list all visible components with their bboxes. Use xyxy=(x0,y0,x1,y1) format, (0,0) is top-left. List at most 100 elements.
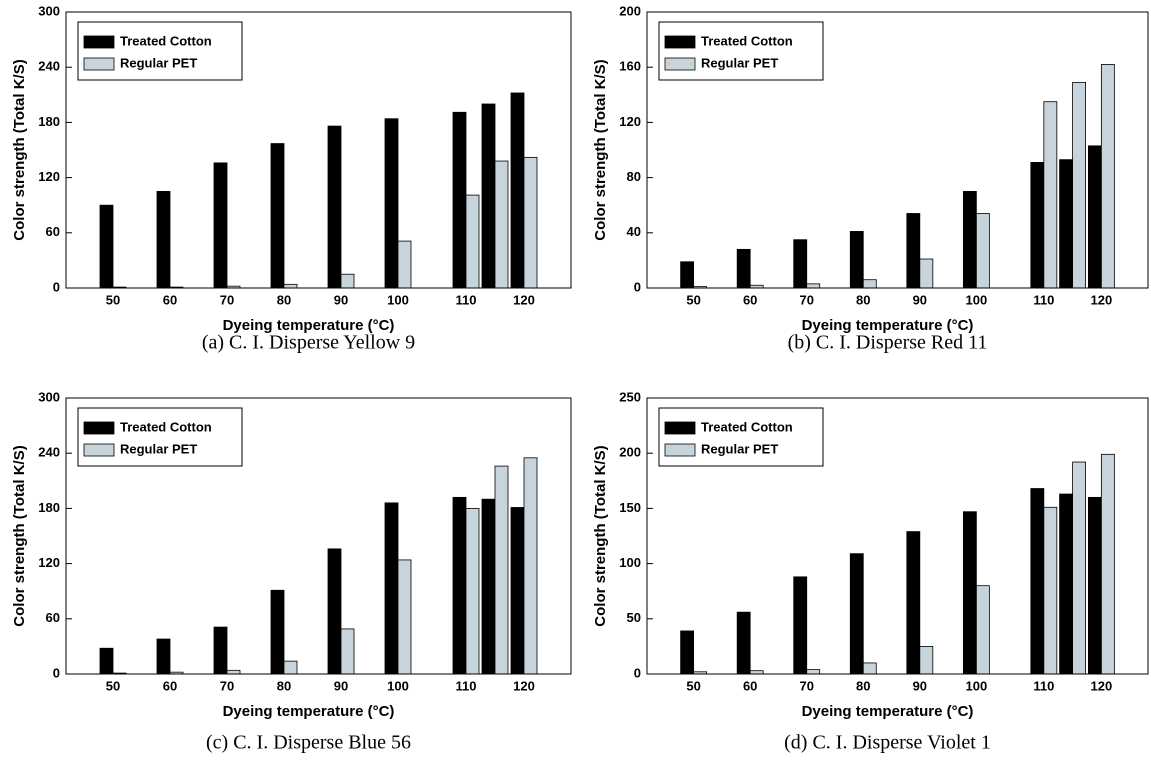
bar xyxy=(397,559,412,675)
bar xyxy=(523,156,538,289)
x-tick-label: 110 xyxy=(456,292,477,307)
bar xyxy=(1087,496,1102,675)
bar xyxy=(1059,159,1074,289)
bar xyxy=(452,496,467,675)
y-tick-label: 180 xyxy=(38,114,60,129)
bar xyxy=(736,611,751,675)
bar xyxy=(906,213,921,289)
x-tick-label: 70 xyxy=(799,292,813,307)
x-tick-label: 60 xyxy=(743,678,757,693)
y-tick-label: 120 xyxy=(38,169,60,184)
y-tick-label: 0 xyxy=(634,665,641,680)
y-tick-label: 100 xyxy=(619,555,641,570)
y-tick-label: 300 xyxy=(38,389,60,404)
x-axis-label: Dyeing temperature (°C) xyxy=(802,317,974,334)
bar xyxy=(494,160,509,289)
y-tick-label: 240 xyxy=(38,59,60,74)
bar xyxy=(270,589,285,675)
y-tick-label: 60 xyxy=(46,224,60,239)
y-tick-label: 0 xyxy=(53,665,60,680)
caption: (b) C. I. Disperse Red 11 xyxy=(788,332,988,354)
x-tick-label: 120 xyxy=(513,678,535,693)
legend-label: Treated Cotton xyxy=(120,33,212,48)
x-tick-label: 70 xyxy=(799,678,813,693)
y-tick-label: 200 xyxy=(619,3,641,18)
plot-frame xyxy=(65,11,572,289)
bar xyxy=(213,626,228,675)
y-tick-label: 200 xyxy=(619,445,641,460)
bar xyxy=(906,531,921,675)
bar xyxy=(452,111,467,289)
y-axis-label: Color strength (Total K/S) xyxy=(11,59,28,240)
legend-swatch xyxy=(664,57,696,71)
bar xyxy=(680,261,695,289)
legend-box xyxy=(77,407,243,467)
x-tick-label: 110 xyxy=(456,678,477,693)
y-tick-label: 60 xyxy=(46,610,60,625)
bar xyxy=(510,92,525,289)
legend-label: Treated Cotton xyxy=(120,419,212,434)
bar xyxy=(1072,461,1087,675)
bar xyxy=(793,239,808,289)
x-tick-label: 120 xyxy=(1091,292,1113,307)
legend-label: Regular PET xyxy=(120,55,197,70)
x-tick-label: 60 xyxy=(163,292,177,307)
legend-label: Regular PET xyxy=(701,441,778,456)
bar xyxy=(156,190,171,289)
caption: (d) C. I. Disperse Violet 1 xyxy=(784,732,991,754)
caption: (c) C. I. Disperse Blue 56 xyxy=(206,732,411,754)
legend-label: Treated Cotton xyxy=(701,419,793,434)
y-axis-label: Color strength (Total K/S) xyxy=(592,445,609,626)
bar xyxy=(384,118,399,289)
legend-swatch xyxy=(83,421,115,435)
legend-label: Regular PET xyxy=(120,441,197,456)
bar xyxy=(806,669,821,675)
x-tick-label: 70 xyxy=(220,292,234,307)
x-tick-label: 110 xyxy=(1033,292,1054,307)
bar xyxy=(962,511,977,675)
bar xyxy=(226,669,241,675)
legend-swatch xyxy=(664,421,696,435)
legend-box xyxy=(658,21,824,81)
bar xyxy=(919,258,934,289)
bar xyxy=(481,498,496,675)
x-tick-label: 60 xyxy=(743,292,757,307)
legend-label: Regular PET xyxy=(701,55,778,70)
bar xyxy=(736,248,751,289)
legend-swatch xyxy=(664,443,696,457)
x-tick-label: 80 xyxy=(856,678,870,693)
bar xyxy=(975,585,990,675)
x-tick-label: 70 xyxy=(220,678,234,693)
bar xyxy=(213,162,228,289)
legend-box xyxy=(658,407,824,467)
x-tick-label: 50 xyxy=(686,292,700,307)
y-tick-label: 160 xyxy=(619,59,641,74)
legend-swatch xyxy=(83,57,115,71)
bar xyxy=(806,283,821,289)
x-tick-label: 50 xyxy=(106,292,120,307)
bar xyxy=(340,273,355,289)
bar xyxy=(1030,162,1045,289)
plot-frame xyxy=(65,397,572,675)
bar xyxy=(283,660,298,675)
y-tick-label: 0 xyxy=(53,279,60,294)
bar xyxy=(99,647,114,675)
bar xyxy=(397,240,412,289)
x-tick-label: 80 xyxy=(856,292,870,307)
x-tick-label: 90 xyxy=(913,292,927,307)
bar xyxy=(481,103,496,289)
bar xyxy=(465,194,480,289)
y-tick-label: 120 xyxy=(38,555,60,570)
bar xyxy=(340,628,355,675)
plot-frame xyxy=(646,397,1149,675)
legend-swatch xyxy=(83,35,115,49)
bar xyxy=(1043,506,1058,675)
bar xyxy=(510,507,525,675)
x-axis-label: Dyeing temperature (°C) xyxy=(223,703,395,720)
x-tick-label: 50 xyxy=(686,678,700,693)
y-tick-label: 40 xyxy=(627,224,641,239)
bar xyxy=(1100,64,1115,289)
y-tick-label: 240 xyxy=(38,445,60,460)
bar xyxy=(283,283,298,289)
x-tick-label: 100 xyxy=(966,292,988,307)
